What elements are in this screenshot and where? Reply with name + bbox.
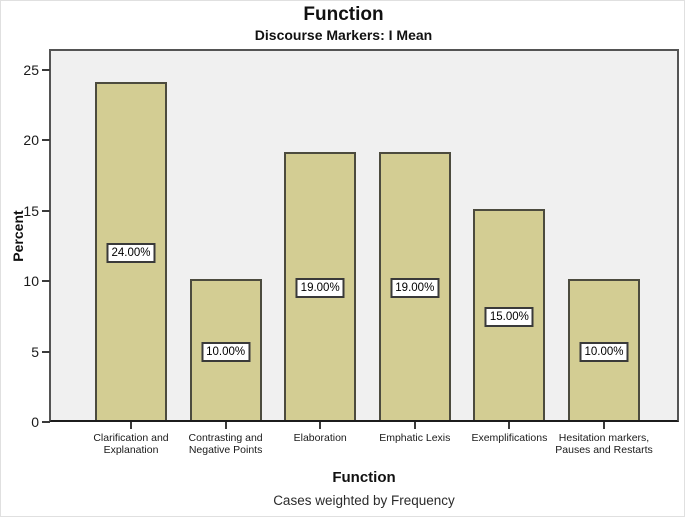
- bar-value-label: 19.00%: [390, 278, 440, 298]
- bar-value-label: 15.00%: [484, 306, 534, 327]
- y-tick-label: 0: [31, 414, 39, 430]
- x-axis-label: Function: [332, 469, 396, 486]
- x-axis-tick: [508, 422, 511, 429]
- y-axis-tick: [42, 421, 50, 423]
- y-tick-label: 25: [23, 62, 39, 78]
- y-tick-label: 15: [23, 202, 39, 219]
- chart-footnote: Cases weighted by Frequency: [273, 493, 455, 508]
- x-category-label: Hesitation markers, Pauses and Restarts: [555, 432, 653, 456]
- x-category-label: Contrasting and Negative Points: [188, 432, 263, 456]
- x-category-label: Emphatic Lexis: [379, 432, 451, 444]
- bar: 15.00%: [473, 209, 546, 420]
- x-axis-tick: [224, 422, 227, 429]
- bar: 19.00%: [378, 152, 451, 420]
- x-category-label: Exemplifications: [471, 432, 548, 444]
- y-axis-tick: [42, 69, 50, 71]
- bar-value-label: 24.00%: [106, 243, 156, 263]
- bar-value-label: 10.00%: [579, 341, 629, 362]
- y-axis-tick: [42, 280, 50, 283]
- bar: 19.00%: [284, 152, 357, 420]
- bar-value-label: 10.00%: [201, 341, 251, 362]
- y-axis-tick: [42, 350, 50, 353]
- x-axis-tick: [319, 422, 322, 429]
- x-axis-tick: [413, 422, 416, 429]
- bar: 24.00%: [95, 82, 167, 420]
- chart-subtitle: Discourse Markers: I Mean: [254, 27, 433, 43]
- x-category-label: Elaboration: [293, 432, 347, 444]
- x-category-label: Clarification and Explanation: [93, 432, 169, 456]
- bar: 10.00%: [189, 279, 262, 420]
- x-axis-tick: [603, 422, 605, 429]
- y-tick-label: 5: [31, 343, 39, 360]
- y-axis-tick: [42, 139, 50, 142]
- bar: 10.00%: [568, 279, 640, 420]
- y-axis-tick: [42, 209, 50, 212]
- y-tick-label: 20: [23, 132, 39, 149]
- x-axis-tick: [130, 422, 132, 429]
- plot-area: 24.00% 10.00% 19.00% 19.00% 15.00% 10.00%: [49, 49, 679, 422]
- chart-title: Function: [303, 4, 384, 25]
- y-tick-label: 10: [23, 273, 39, 290]
- bar-value-label: 19.00%: [295, 278, 345, 298]
